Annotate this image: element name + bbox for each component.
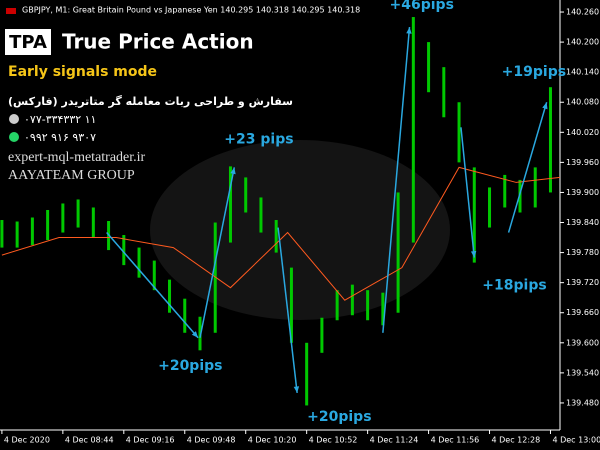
signal-arrow	[199, 167, 236, 338]
x-tick-label: 4 Dec 11:56	[431, 436, 480, 445]
price-bar	[46, 209, 50, 241]
y-tick-label: 139.660	[566, 308, 599, 317]
x-tick-label: 4 Dec 11:24	[370, 436, 419, 445]
price-bar	[396, 192, 400, 313]
signal-arrow	[277, 227, 298, 393]
price-bar	[488, 187, 492, 228]
price-bar	[137, 247, 141, 278]
price-bar	[411, 17, 415, 243]
x-tick-label: 4 Dec 12:28	[492, 436, 541, 445]
y-tick-label: 139.780	[566, 248, 599, 257]
price-bar	[320, 317, 324, 353]
arrow-head	[293, 386, 300, 393]
arrow-head	[230, 167, 236, 175]
arrow-head	[542, 102, 548, 110]
pips-label: +23 pips	[224, 131, 293, 147]
price-bar	[91, 207, 95, 238]
price-bar	[350, 284, 354, 316]
title: True Price Action	[62, 30, 254, 54]
x-tick-label: 4 Dec 10:20	[248, 436, 297, 445]
pips-label: +19pips	[502, 64, 566, 80]
arrow-head	[191, 331, 199, 338]
whatsapp-icon	[9, 132, 19, 142]
website: expert-mql-metatrader.ir	[8, 150, 146, 165]
symbol-line: GBPJPY, M1: Great Britain Pound vs Japan…	[22, 6, 360, 15]
moving-average	[1, 166, 561, 301]
price-bar	[289, 267, 293, 343]
price-bar	[15, 221, 19, 248]
x-tick-label: 4 Dec 13:00	[552, 436, 600, 445]
price-bar	[168, 279, 172, 313]
price-bar	[442, 67, 446, 118]
whatsapp: ۰۹۹۲ ۹۱۶ ۹۳۰۷	[24, 131, 96, 144]
price-bar	[0, 220, 4, 248]
price-bar	[61, 203, 65, 233]
price-bar	[259, 197, 263, 233]
y-tick-label: 140.140	[566, 68, 599, 77]
price-bar	[122, 235, 126, 266]
logo: TPA	[9, 32, 47, 53]
watermark	[150, 140, 450, 320]
x-tick-label: 4 Dec 10:52	[309, 436, 358, 445]
price-bar	[472, 167, 476, 263]
y-tick-label: 139.480	[566, 398, 599, 407]
price-bar	[503, 174, 507, 208]
phone-icon	[9, 114, 19, 124]
y-tick-label: 139.720	[566, 278, 599, 287]
team: AAYATEAM GROUP	[8, 168, 135, 183]
price-bar	[457, 102, 461, 163]
price-bar	[274, 220, 278, 253]
y-tick-label: 139.540	[566, 368, 599, 377]
price-bar	[76, 199, 80, 228]
y-tick-label: 140.200	[566, 38, 599, 47]
price-bar	[533, 167, 537, 208]
phone: ۰۷۷-۳۳۴۳۳۲ ۱۱	[24, 113, 96, 126]
x-tick-label: 4 Dec 08:44	[65, 436, 114, 445]
pips-label: +46pips	[390, 0, 454, 13]
persian-line: سفارش و طراحی ربات معامله گر متاتریدر (ف…	[8, 95, 293, 108]
price-bar	[228, 166, 232, 243]
signal-arrow	[507, 102, 548, 233]
price-bar	[427, 42, 431, 93]
price-bar	[244, 177, 248, 213]
signal-arrow	[382, 26, 411, 333]
y-tick-label: 139.840	[566, 218, 599, 227]
y-tick-label: 140.080	[566, 98, 599, 107]
x-tick-label: 4 Dec 2020	[4, 436, 50, 445]
signal-arrow	[460, 127, 476, 258]
price-bar	[548, 87, 552, 193]
y-tick-label: 139.600	[566, 338, 599, 347]
price-bar	[198, 316, 202, 351]
price-bar	[152, 260, 156, 291]
price-bar	[381, 292, 385, 326]
arrow-head	[470, 250, 477, 258]
price-bar	[30, 217, 34, 246]
mode: Early signals mode	[8, 64, 157, 80]
y-tick-label: 139.960	[566, 158, 599, 167]
price-bar	[335, 290, 339, 321]
arrow-head	[406, 27, 412, 34]
price-bar	[213, 222, 217, 333]
price-bar	[366, 290, 370, 321]
pips-label: +20pips	[307, 409, 371, 425]
x-tick-label: 4 Dec 09:48	[187, 436, 236, 445]
logo-box	[5, 29, 51, 55]
price-bar	[518, 179, 522, 213]
y-tick-label: 139.900	[566, 188, 599, 197]
pips-label: +18pips	[482, 278, 546, 294]
price-bar	[183, 298, 187, 333]
signal-arrow	[106, 232, 199, 339]
x-tick-label: 4 Dec 09:16	[126, 436, 175, 445]
price-bar	[305, 342, 309, 406]
y-tick-label: 140.260	[566, 8, 599, 17]
flag-icon	[6, 8, 16, 14]
y-tick-label: 140.020	[566, 128, 599, 137]
pips-label: +20pips	[158, 358, 222, 374]
